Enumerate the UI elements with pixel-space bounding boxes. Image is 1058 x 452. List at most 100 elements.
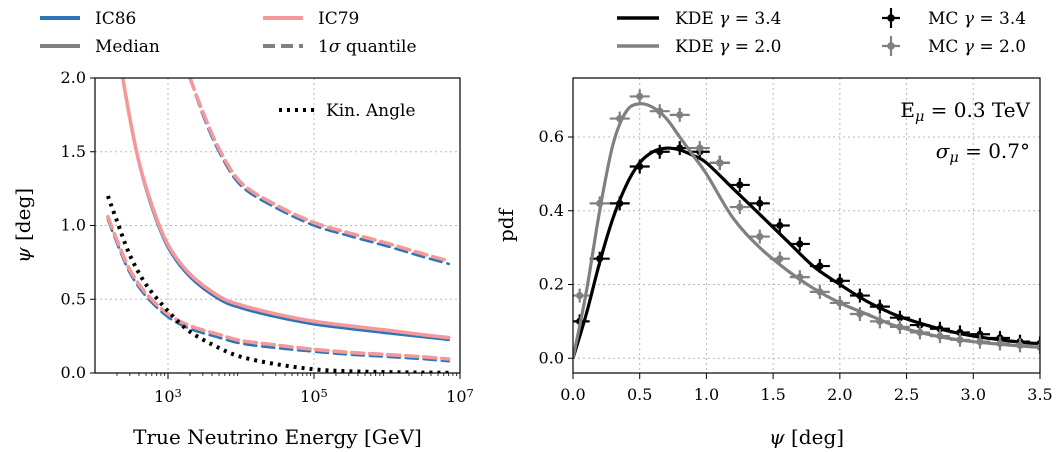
left-y-tick-label: 2.0	[61, 68, 86, 87]
point-marker	[936, 332, 944, 340]
series-mc-2-0-point	[709, 155, 730, 170]
series-mc-2-0-point	[949, 332, 970, 347]
point-marker	[596, 199, 604, 207]
series-mc-3-4-point	[649, 144, 670, 159]
left-x-tick-label: 107	[446, 386, 474, 406]
point-marker	[896, 323, 904, 331]
point-marker	[996, 339, 1004, 348]
right-panel: 0.0 0.2 0.4 0.6 0.0 0.5 1.0 1.5 2.0 2.5 3.0 3.5 ψ [d…	[494, 77, 1053, 449]
series-mc-2-0-point	[649, 104, 670, 119]
series-mc-3-4-point	[849, 288, 870, 303]
series-mc-2-0-point	[829, 295, 850, 310]
legend-label: MC γ = 2.0	[928, 37, 1026, 57]
series-mc-2-0-point	[629, 89, 650, 104]
legend-label: MC γ = 3.4	[928, 9, 1026, 29]
series-mc-3-4-point	[949, 325, 970, 340]
point-marker	[916, 321, 924, 329]
legend-item-ic79: IC79	[263, 9, 359, 29]
series-mc-3-4-point	[909, 318, 930, 333]
legend-label: IC79	[318, 9, 359, 29]
series-mc-2-0-point	[929, 329, 950, 344]
point-marker	[696, 144, 704, 152]
series-kin-angle-kinematic-line	[106, 195, 449, 373]
series-mc-2-0-point	[689, 141, 710, 156]
series-mc-3-4-point	[729, 177, 750, 192]
series-ic79-upper-1-line	[188, 78, 451, 263]
legend-item-ic86: IC86	[40, 9, 136, 29]
series-mc-2-0-point	[729, 200, 750, 215]
right-x-tick-label: 2.5	[894, 385, 919, 404]
series-mc-2-0-point	[869, 314, 890, 329]
point-marker	[776, 255, 784, 263]
point-marker	[976, 338, 984, 346]
series-mc-3-4-point	[629, 159, 650, 174]
series-mc-2-0-point	[769, 251, 790, 266]
point-marker	[756, 232, 764, 241]
legend-item-mc-3-4: MC γ = 3.4	[882, 8, 1026, 29]
point-marker	[1036, 343, 1040, 351]
series-mc-2-0-point	[749, 229, 770, 244]
legend-item-kde-2-0: KDE γ = 2.0	[617, 37, 781, 57]
kin-angle-legend: Kin. Angle	[279, 101, 416, 121]
left-x-tick-label: 105	[300, 386, 328, 406]
series-mc-3-4-point	[829, 273, 850, 288]
left-panel: 0.0 0.5 1.0 1.5 2.0 103 105 107 True Neutrino En…	[11, 68, 474, 449]
legend-label: Median	[95, 37, 160, 57]
point-marker	[796, 240, 804, 248]
right-x-tick-label: 3.0	[961, 385, 986, 404]
left-series-group	[106, 78, 451, 373]
series-mc-2-0-point	[849, 307, 870, 321]
series-mc-3-4-point	[809, 259, 830, 274]
point-marker	[1016, 341, 1024, 349]
right-x-tick-label: 1.5	[760, 385, 785, 404]
left-y-tick-label: 1.5	[61, 142, 86, 161]
legend-item-kde-3-4: KDE γ = 3.4	[617, 9, 781, 29]
series-ic79-median-line	[121, 78, 451, 340]
point-marker	[816, 288, 824, 296]
point-marker	[676, 144, 684, 152]
right-y-tick-label: 0.6	[539, 127, 564, 146]
point-marker	[956, 336, 964, 344]
legend-item-mc-2-0: MC γ = 2.0	[882, 36, 1026, 57]
left-x-axis-label: True Neutrino Energy [GeV]	[133, 425, 422, 449]
series-mc-3-4-point	[869, 299, 890, 314]
point-marker	[656, 148, 664, 156]
point-marker	[836, 277, 844, 285]
left-y-tick-label: 0.0	[61, 363, 86, 382]
series-mc-2-0-point	[1009, 338, 1030, 353]
right-x-tick-label: 1.0	[694, 385, 719, 404]
point-marker	[896, 314, 904, 322]
point-marker	[676, 111, 684, 119]
series-mc-2-0-point	[589, 196, 610, 211]
series-mc-2-0-point	[889, 319, 910, 334]
right-y-tick-label: 0.4	[539, 201, 564, 220]
kin-angle-legend-label: Kin. Angle	[326, 101, 416, 121]
right-y-tick-label: 0.0	[539, 348, 564, 367]
right-series-group	[573, 89, 1040, 359]
point-marker	[976, 330, 984, 338]
point-marker	[956, 328, 964, 337]
right-x-axis-label: ψ [deg]	[769, 425, 844, 449]
point-marker	[616, 114, 624, 123]
point-marker	[876, 317, 884, 325]
point-marker	[856, 291, 864, 300]
series-mc-3-4-point	[749, 196, 770, 211]
series-ic86-lower-1-line	[106, 218, 450, 363]
series-mc-3-4-point	[769, 218, 790, 233]
left-y-tick-label: 1.0	[61, 216, 86, 235]
legend-swatch-marker	[887, 14, 895, 22]
point-marker	[616, 199, 624, 207]
right-x-tick-label: 0.0	[560, 385, 585, 404]
point-marker	[916, 328, 924, 337]
legends: IC86 IC79 Median 1σ quantile KDE γ = 3.4 MC γ…	[40, 8, 1026, 57]
point-marker	[796, 273, 804, 281]
series-mc-2-0-point	[669, 107, 690, 122]
sigma-annotation: σμ = 0.7°	[936, 139, 1030, 166]
energy-annotation: Eμ = 0.3 TeV	[900, 98, 1030, 125]
point-marker	[836, 299, 844, 307]
legend-label: KDE γ = 2.0	[675, 37, 781, 57]
point-marker	[596, 255, 604, 263]
left-y-axis-label: ψ [deg]	[11, 188, 35, 263]
point-marker	[776, 221, 784, 230]
